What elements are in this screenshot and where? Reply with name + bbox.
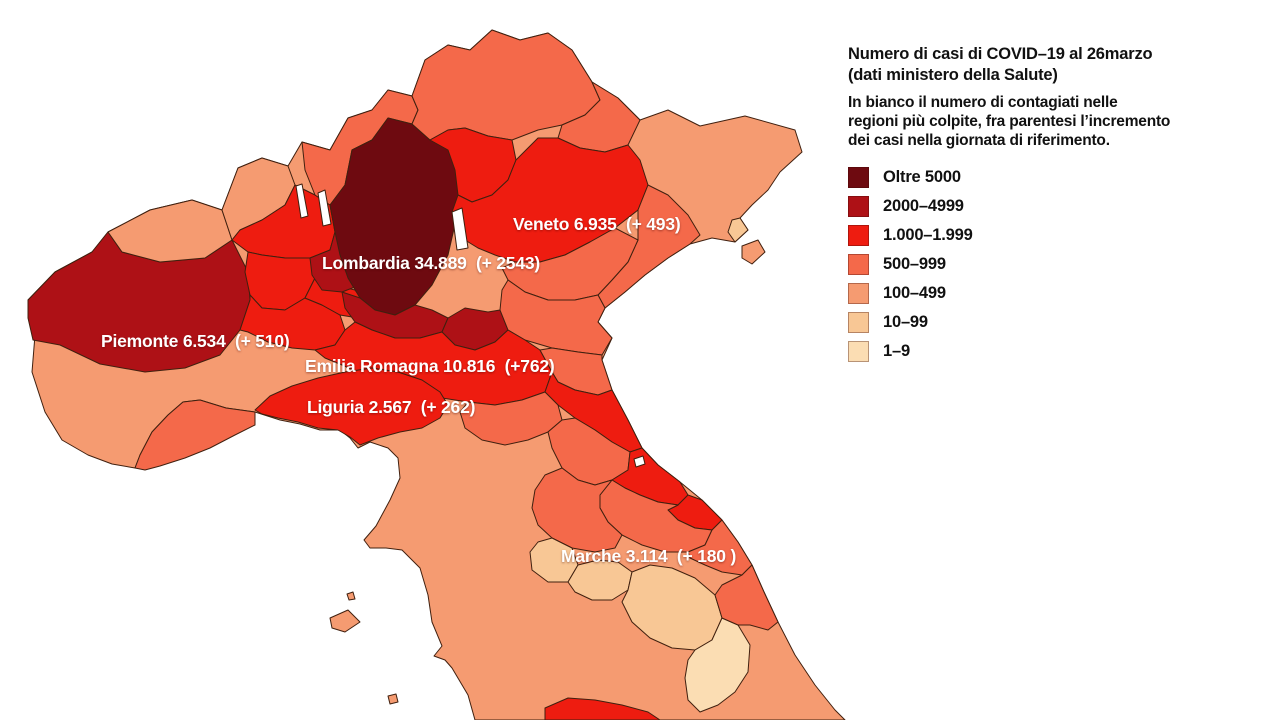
province-aosta bbox=[107, 199, 233, 263]
legend-label: 2000–4999 bbox=[883, 197, 964, 215]
legend-swatch bbox=[848, 283, 869, 304]
legend-swatch bbox=[848, 312, 869, 333]
legend-label: 10–99 bbox=[883, 313, 928, 331]
legend-label: Oltre 5000 bbox=[883, 168, 961, 186]
legend-label: 100–499 bbox=[883, 284, 946, 302]
island-capraia bbox=[346, 591, 356, 601]
lake-como bbox=[317, 189, 332, 227]
legend-label: 1–9 bbox=[883, 342, 910, 360]
subtitle-line-2: regioni più colpite, fra parentesi l’inc… bbox=[848, 113, 1171, 130]
legend-label: 500–999 bbox=[883, 255, 946, 273]
map-label-veneto: Veneto 6.935 (+ 493) bbox=[513, 214, 681, 234]
province-rieti bbox=[567, 559, 633, 601]
info-panel: Numero di casi di COVID–19 al 26marzo (d… bbox=[848, 44, 1256, 370]
subtitle-line-3: dei casi nella giornata di riferimento. bbox=[848, 132, 1110, 149]
map-subtitle: In bianco il numero di contagiati nelle … bbox=[848, 93, 1256, 150]
italy-provinces-map bbox=[27, 29, 846, 720]
legend-swatch bbox=[848, 254, 869, 275]
province-roma bbox=[544, 697, 661, 720]
province-imperia-savona bbox=[134, 399, 256, 471]
map-title: Numero di casi di COVID–19 al 26marzo (d… bbox=[848, 44, 1256, 86]
map-label-marche: Marche 3.114 (+ 180 ) bbox=[561, 546, 737, 566]
legend-item: 100–499 bbox=[848, 283, 1256, 304]
region-liguria-core bbox=[254, 367, 449, 446]
legend-swatch bbox=[848, 196, 869, 217]
island-giglio bbox=[387, 693, 399, 705]
legend-label: 1.000–1.999 bbox=[883, 226, 973, 244]
lake-garda bbox=[451, 207, 469, 251]
map-label-lombardia: Lombardia 34.889 (+ 2543) bbox=[322, 253, 541, 273]
legend-item: 1.000–1.999 bbox=[848, 225, 1256, 246]
map-label-emilia: Emilia Romagna 10.816 (+762) bbox=[305, 356, 555, 376]
san-marino-enclave bbox=[633, 455, 646, 468]
province-terni bbox=[529, 537, 579, 583]
lake-maggiore bbox=[295, 183, 309, 219]
title-line-1: Numero di casi di COVID–19 al 26marzo bbox=[848, 45, 1153, 63]
legend-item: 500–999 bbox=[848, 254, 1256, 275]
province-ferrara bbox=[499, 279, 613, 356]
legend-item: Oltre 5000 bbox=[848, 167, 1256, 188]
legend-item: 10–99 bbox=[848, 312, 1256, 333]
title-line-2: (dati ministero della Salute) bbox=[848, 66, 1058, 84]
island-elba bbox=[329, 609, 361, 633]
istria-fragment bbox=[741, 239, 766, 265]
map-label-liguria: Liguria 2.567 (+ 262) bbox=[307, 397, 476, 417]
legend-item: 2000–4999 bbox=[848, 196, 1256, 217]
legend-swatch bbox=[848, 341, 869, 362]
legend: Oltre 5000 2000–4999 1.000–1.999 500–999 100… bbox=[848, 167, 1256, 362]
map-label-piemonte: Piemonte 6.534 (+ 510) bbox=[101, 331, 290, 351]
province-teramo bbox=[714, 564, 779, 631]
province-perugia bbox=[531, 467, 623, 553]
legend-item: 1–9 bbox=[848, 341, 1256, 362]
province-trieste bbox=[727, 217, 749, 243]
legend-swatch bbox=[848, 167, 869, 188]
subtitle-line-1: In bianco il numero di contagiati nelle bbox=[848, 94, 1118, 111]
choropleth-map-italy: Veneto 6.935 (+ 493) Lombardia 34.889 (+… bbox=[27, 29, 846, 720]
legend-swatch bbox=[848, 225, 869, 246]
